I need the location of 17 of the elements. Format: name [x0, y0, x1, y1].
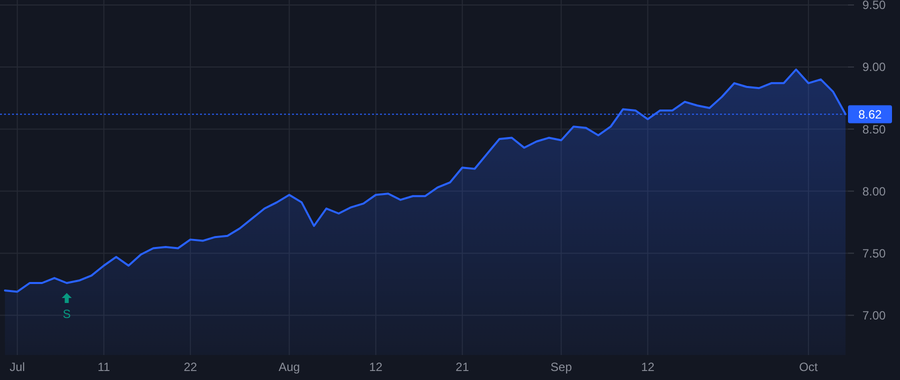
y-tick-label: 7.50	[862, 246, 886, 260]
x-tick-label: 21	[456, 360, 470, 374]
x-tick-label: Sep	[550, 360, 572, 374]
x-tick-label: Aug	[278, 360, 300, 374]
y-tick-label: 9.50	[862, 0, 886, 12]
x-tick-label: Oct	[799, 360, 818, 374]
x-tick-label: 22	[184, 360, 198, 374]
y-tick-label: 8.00	[862, 184, 886, 198]
x-tick-label: 12	[369, 360, 383, 374]
annotation: S	[62, 307, 71, 322]
x-tick-label: 12	[641, 360, 655, 374]
ref-line-label: 8.62	[858, 107, 882, 122]
y-tick-label: 7.00	[862, 308, 886, 322]
x-tick-label: Jul	[10, 360, 25, 374]
y-tick-label: 9.00	[862, 60, 886, 74]
x-tick-label: 11	[98, 360, 110, 374]
y-tick-label: 8.50	[862, 122, 886, 136]
